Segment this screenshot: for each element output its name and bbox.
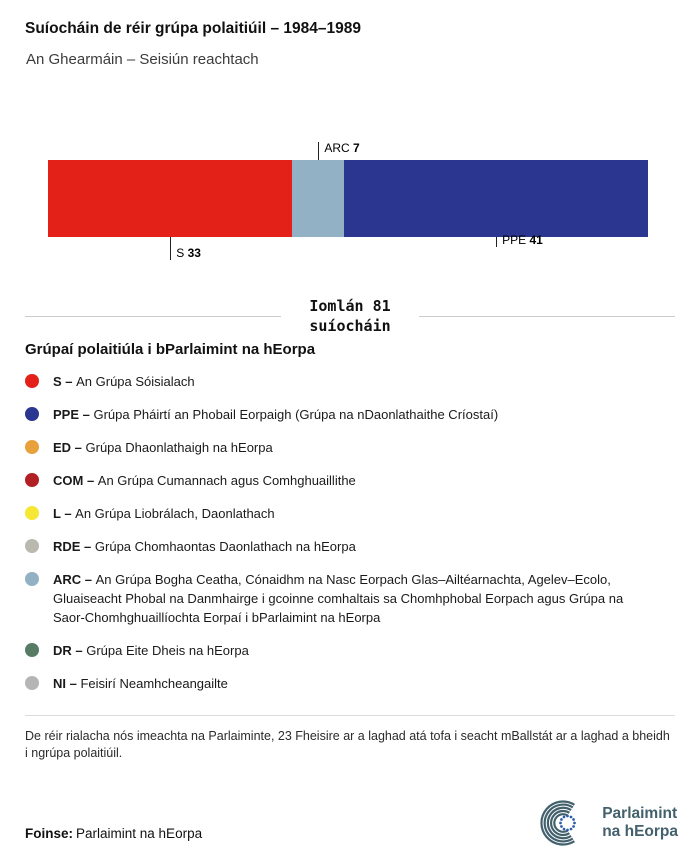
legend-dot-com <box>25 473 39 487</box>
legend-dot-ed <box>25 440 39 454</box>
legend-item-dr: DR – Grúpa Eite Dheis na hEorpa <box>25 641 675 660</box>
bar-label-ppe: PPE 41 <box>496 233 543 247</box>
total-seats-line1: Iomlán 81 <box>309 297 391 315</box>
legend-label-rde: RDE – Grúpa Chomhaontas Daonlathach na h… <box>53 539 356 554</box>
legend-dot-s <box>25 374 39 388</box>
bar-label-tick <box>496 237 498 247</box>
bar-label-text: PPE 41 <box>502 233 543 247</box>
bar-segment-ppe[interactable] <box>344 160 648 237</box>
infographic-page: Suíocháin de réir grúpa polaitiúil – 198… <box>25 20 675 760</box>
source-line: Foinse: Parlaimint na hEorpa <box>25 826 202 841</box>
ep-logo-line1: Parlaimint <box>602 805 678 822</box>
legend-item-arc: ARC – An Grúpa Bogha Ceatha, Cónaidhm na… <box>25 570 675 627</box>
legend-dot-arc <box>25 572 39 586</box>
legend-label-ni: NI – Feisirí Neamhcheangailte <box>53 676 228 691</box>
legend-dot-ni <box>25 676 39 690</box>
legend-item-rde: RDE – Grúpa Chomhaontas Daonlathach na h… <box>25 537 675 556</box>
legend-item-ni: NI – Feisirí Neamhcheangailte <box>25 674 675 693</box>
legend-title: Grúpaí polaitiúla i bParlaimint na hEorp… <box>25 341 316 358</box>
seats-bar-chart: S 33 ARC 7 PPE 41 <box>48 142 648 264</box>
ep-hemicycle-icon <box>540 800 577 846</box>
bar-label-tick <box>318 142 320 160</box>
legend-dot-rde <box>25 539 39 553</box>
legend-item-ed: ED – Grúpa Dhaonlathaigh na hEorpa <box>25 438 675 457</box>
legend-label-l: L – An Grúpa Liobrálach, Daonlathach <box>53 506 275 521</box>
stacked-bar <box>48 160 648 237</box>
legend-label-s: S – An Grúpa Sóisialach <box>53 374 195 389</box>
total-seats-row: Iomlán 81 suíocháin <box>25 296 675 336</box>
footnote-divider <box>25 715 675 716</box>
bar-label-text: ARC 7 <box>324 141 360 155</box>
total-divider-right <box>418 315 675 317</box>
ep-logo: Parlaimint na hEorpa <box>529 800 678 846</box>
legend-label-ppe: PPE – Grúpa Pháirtí an Phobail Eorpaigh … <box>53 407 499 422</box>
bar-segment-arc[interactable] <box>292 160 345 237</box>
legend-label-com: COM – An Grúpa Cumannach agus Comhghuail… <box>53 473 356 488</box>
page-title: Suíocháin de réir grúpa polaitiúil – 198… <box>25 20 361 37</box>
page-subtitle: An Ghearmáin – Seisiún reachtach <box>26 51 259 68</box>
legend-item-ppe: PPE – Grúpa Pháirtí an Phobail Eorpaigh … <box>25 405 675 424</box>
bar-label-arc: ARC 7 <box>318 141 360 160</box>
bar-label-text: S 33 <box>176 246 201 260</box>
legend-item-l: L – An Grúpa Liobrálach, Daonlathach <box>25 504 675 523</box>
ep-logo-text: Parlaimint na hEorpa <box>602 805 678 841</box>
total-seats-label: Iomlán 81 suíocháin <box>309 296 390 336</box>
legend-dot-ppe <box>25 407 39 421</box>
source-text: Parlaimint na hEorpa <box>76 826 203 841</box>
bar-segment-s[interactable] <box>48 160 293 237</box>
total-divider-left <box>25 315 282 317</box>
source-label: Foinse: <box>25 826 74 841</box>
footnote: De réir rialacha nós imeachta na Parlaim… <box>25 729 670 760</box>
bar-label-s: S 33 <box>170 237 201 260</box>
legend-label-arc: ARC – An Grúpa Bogha Ceatha, Cónaidhm na… <box>53 572 624 625</box>
legend-label-dr: DR – Grúpa Eite Dheis na hEorpa <box>53 643 249 658</box>
eu-stars-icon <box>559 814 577 832</box>
total-seats-line2: suíocháin <box>309 317 391 335</box>
legend-item-s: S – An Grúpa Sóisialach <box>25 372 675 391</box>
legend-item-com: COM – An Grúpa Cumannach agus Comhghuail… <box>25 471 675 490</box>
legend-dot-l <box>25 506 39 520</box>
legend-dot-dr <box>25 643 39 657</box>
bar-label-tick <box>170 237 172 260</box>
legend-label-ed: ED – Grúpa Dhaonlathaigh na hEorpa <box>53 440 273 455</box>
legend-list: S – An Grúpa Sóisialach PPE – Grúpa Pháir… <box>25 372 675 693</box>
ep-logo-line2: na hEorpa <box>602 823 678 840</box>
